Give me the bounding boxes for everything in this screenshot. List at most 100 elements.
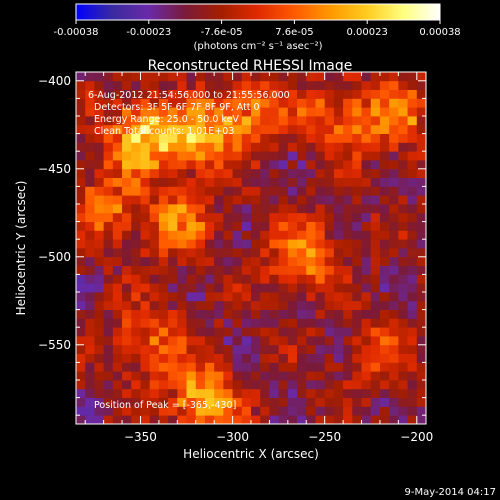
- heatmap-cell: [389, 142, 399, 152]
- heatmap-cell: [122, 142, 132, 152]
- heatmap-cell: [361, 89, 372, 99]
- heatmap-cell: [112, 142, 123, 152]
- heatmap-cell: [76, 292, 86, 302]
- heatmap-cell: [232, 248, 243, 258]
- heatmap-cell: [370, 371, 381, 381]
- heatmap-cell: [389, 371, 399, 381]
- heatmap-cell: [343, 353, 353, 363]
- heatmap-cell: [343, 371, 353, 381]
- heatmap-cell: [103, 256, 114, 266]
- heatmap-cell: [315, 388, 326, 398]
- heatmap-cell: [76, 300, 86, 310]
- heatmap-cell: [168, 283, 178, 293]
- heatmap-cell: [241, 80, 252, 90]
- heatmap-cell: [131, 327, 141, 337]
- heatmap-cell: [416, 300, 427, 310]
- heatmap-cell: [315, 98, 326, 108]
- heatmap-cell: [370, 397, 381, 407]
- heatmap-cell: [140, 221, 151, 231]
- heatmap-cell: [324, 239, 335, 249]
- heatmap-cell: [140, 151, 151, 161]
- heatmap-cell: [333, 300, 344, 310]
- heatmap-cell: [76, 388, 86, 398]
- heatmap-cell: [287, 195, 298, 205]
- heatmap-cell: [76, 142, 86, 152]
- heatmap-cell: [324, 116, 335, 126]
- heatmap-cell: [352, 318, 362, 328]
- heatmap-cell: [140, 265, 151, 275]
- heatmap-cell: [379, 248, 390, 258]
- heatmap-cell: [85, 239, 95, 249]
- heatmap-cell: [76, 186, 86, 196]
- heatmap-cell: [85, 72, 95, 82]
- heatmap-cell: [343, 380, 353, 390]
- heatmap-cell: [168, 336, 178, 346]
- heatmap-cell: [407, 168, 418, 178]
- heatmap-cell: [260, 133, 270, 143]
- heatmap-cell: [223, 327, 233, 337]
- heatmap-cell: [177, 177, 187, 187]
- heatmap-cell: [204, 116, 215, 126]
- heatmap-cell: [168, 292, 178, 302]
- heatmap-cell: [122, 371, 132, 381]
- heatmap-cell: [389, 195, 399, 205]
- heatmap-cell: [112, 327, 123, 337]
- heatmap-cell: [85, 344, 95, 354]
- heatmap-cell: [112, 80, 123, 90]
- heatmap-cell: [398, 256, 408, 266]
- heatmap-cell: [398, 204, 408, 214]
- heatmap-cell: [251, 107, 261, 117]
- heatmap-cell: [370, 353, 381, 363]
- heatmap-cell: [214, 344, 224, 354]
- heatmap-cell: [315, 274, 326, 284]
- heatmap-cell: [269, 80, 280, 90]
- heatmap-cell: [251, 256, 261, 266]
- heatmap-cell: [269, 186, 280, 196]
- heatmap-cell: [324, 89, 335, 99]
- heatmap-cell: [361, 124, 372, 134]
- heatmap-cell: [398, 124, 408, 134]
- heatmap-cell: [76, 353, 86, 363]
- heatmap-cell: [149, 274, 160, 284]
- heatmap-cell: [315, 80, 326, 90]
- heatmap-cell: [324, 212, 335, 222]
- heatmap-cell: [204, 177, 215, 187]
- heatmap-cell: [168, 415, 178, 425]
- heatmap-cell: [195, 274, 206, 284]
- heatmap-cell: [131, 353, 141, 363]
- heatmap-cell: [241, 362, 252, 372]
- heatmap-cell: [177, 362, 187, 372]
- heatmap-cell: [140, 116, 151, 126]
- heatmap-cell: [306, 388, 316, 398]
- heatmap-cell: [352, 380, 362, 390]
- heatmap-cell: [195, 80, 206, 90]
- heatmap-cell: [407, 239, 418, 249]
- heatmap-cell: [297, 80, 307, 90]
- heatmap-cell: [140, 89, 151, 99]
- heatmap-cell: [416, 336, 427, 346]
- heatmap-cell: [241, 107, 252, 117]
- heatmap-cell: [287, 274, 298, 284]
- heatmap-cell: [204, 415, 215, 425]
- heatmap-cell: [324, 371, 335, 381]
- heatmap-cell: [186, 195, 197, 205]
- heatmap-cell: [278, 353, 289, 363]
- heatmap-cell: [158, 248, 169, 258]
- heatmap-cell: [223, 72, 233, 82]
- heatmap-cell: [241, 177, 252, 187]
- heatmap-cell: [269, 309, 280, 319]
- heatmap-cell: [278, 107, 289, 117]
- heatmap-cell: [85, 415, 95, 425]
- heatmap-cell: [122, 186, 132, 196]
- heatmap-cell: [204, 274, 215, 284]
- heatmap-cell: [214, 142, 224, 152]
- heatmap-cell: [140, 133, 151, 143]
- heatmap-cell: [297, 72, 307, 82]
- heatmap-cell: [389, 177, 399, 187]
- heatmap-cell: [168, 318, 178, 328]
- heatmap-cell: [407, 256, 418, 266]
- heatmap-cell: [223, 212, 233, 222]
- heatmap-cell: [278, 380, 289, 390]
- heatmap-cell: [195, 160, 206, 170]
- heatmap-cell: [379, 72, 390, 82]
